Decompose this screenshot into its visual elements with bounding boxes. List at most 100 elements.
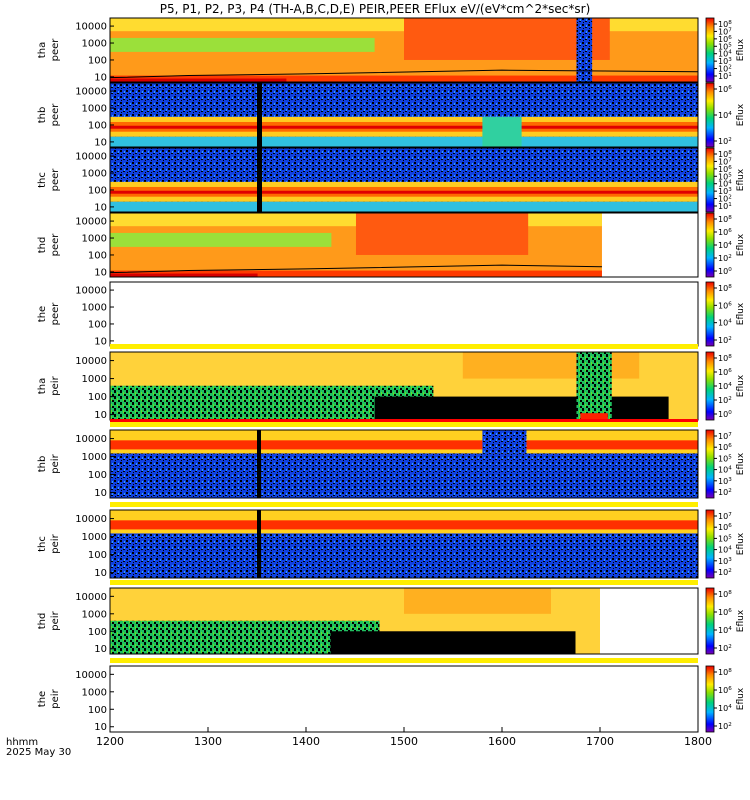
colorbar-thd-peir: 108 106 104 102 Eflux [705,587,746,655]
panel-thb-peer: 10000 1000 100 10 thb peer 106 104 102 Eflux [37,82,746,148]
panel-the-peer: 10000 1000 100 10 the peer 108 106 104 102 Eflux [37,281,746,347]
colorbar-tick-label: 107 [718,157,732,166]
colorbar-tick-label: 105 [718,454,732,463]
y-tick-label: 100 [88,392,107,403]
colorbar-gradient [705,281,715,347]
colorbar-tick-label: 104 [718,319,732,328]
y-axis-thb-peer: 10000 1000 100 10 [75,87,114,148]
probe-label: thd [37,613,48,630]
y-axis-the-peir: 10000 1000 100 10 [75,670,114,733]
colorbar-gradient [705,82,715,148]
instrument-label: peer [50,38,61,62]
probe-label: tha [37,42,48,58]
y-tick-label: 100 [88,470,107,481]
x-tick-label: 1200 [96,735,124,748]
spectrogram-thb-peer [110,83,698,147]
instrument-label: peer [50,168,61,192]
spectrogram-thb-peir [110,419,698,498]
instrument-label: peer [50,103,61,127]
y-tick-label: 1000 [82,234,107,245]
colorbar-tick-label: 102 [718,488,732,497]
colorbar-tick-label: 104 [718,626,732,635]
colorbar-tick-label: 108 [718,284,732,293]
colorbar-gradient [705,429,715,499]
frame-the-peer [109,281,699,347]
probe-label: the [37,691,48,707]
y-axis-thd-peer: 10000 1000 100 10 [75,217,114,278]
colorbar-tick-label: 104 [718,704,732,713]
band-thc-peir [110,502,698,507]
y-tick-label: 1000 [82,532,107,543]
y-tick-label: 10000 [75,592,107,603]
y-tick-label: 10000 [75,670,107,681]
colorbar-gradient [705,147,715,213]
colorbar-tick-label: 102 [718,195,732,204]
colorbar-tick-label: 106 [718,165,732,174]
instrument-label: peir [50,375,61,395]
band-the-peir [110,658,698,663]
y-tick-label: 100 [88,250,107,261]
x-tick-label: 1500 [390,735,418,748]
y-tick-label: 10 [94,137,107,148]
probe-label: thb [37,107,48,124]
colorbar-tick-label: 106 [718,523,732,532]
panel-thd-peir: 10000 1000 100 10 thd peir 108 106 104 102 Eflux [37,580,746,655]
y-tick-label: 10000 [75,356,107,367]
colorbar-tick-label: 103 [718,57,732,66]
colorbar-tick-label: 103 [718,187,732,196]
frame-thb-peir [109,429,699,499]
x-tick-label: 1800 [684,735,712,748]
colorbar-label: Eflux [736,233,746,256]
y-tick-label: 1000 [82,609,107,620]
panel-the-peir: 10000 1000 100 10 the peir 108 106 104 102 Eflux [37,658,746,733]
colorbar-tick-label: 106 [718,443,732,452]
colorbar-tick-label: 107 [718,512,732,521]
y-tick-label: 100 [88,627,107,638]
spectrogram-thd-peir [110,588,600,654]
y-tick-label: 10 [94,644,107,655]
colorbar-label: Eflux [736,609,746,632]
colorbar-tick-label: 106 [718,228,732,237]
colorbar-gradient [705,17,715,83]
spectrogram-thc-peir [110,510,698,578]
colorbar-label: Eflux [736,374,746,397]
y-axis-tha-peir: 10000 1000 100 10 [75,356,114,421]
y-tick-label: 10 [94,568,107,579]
colorbar-tick-label: 103 [718,477,732,486]
y-tick-label: 100 [88,550,107,561]
spectrogram-thc-peer [110,148,698,212]
y-tick-label: 1000 [82,169,107,180]
y-axis-the-peer: 10000 1000 100 10 [75,286,114,347]
probe-label: thc [37,172,48,188]
y-axis-thc-peer: 10000 1000 100 10 [75,152,114,213]
y-tick-label: 1000 [82,39,107,50]
probe-label: thd [37,237,48,254]
colorbar-tick-label: 107 [718,27,732,36]
y-axis-tha-peer: 10000 1000 100 10 [75,22,114,83]
y-tick-label: 10 [94,722,107,733]
colorbar-tick-label: 107 [718,432,732,441]
colorbar-tick-label: 102 [718,65,732,74]
colorbar-tick-label: 106 [718,686,732,695]
colorbar-gradient [705,212,715,278]
frame-thb-peer [109,82,699,148]
frame-thc-peir [109,509,699,579]
panel-thc-peir: 10000 1000 100 10 thc peir 107 106 105 104 103 102 E… [37,502,746,579]
colorbar-tick-label: 102 [718,254,732,263]
instrument-label: peir [50,453,61,473]
y-tick-label: 10000 [75,152,107,163]
y-tick-label: 10000 [75,514,107,525]
colorbar-tick-label: 102 [718,568,732,577]
colorbar-tick-label: 108 [718,590,732,599]
spectrogram-thd-peer [109,213,602,277]
frame-thc-peer [109,147,699,213]
colorbar-gradient [705,351,715,421]
x-tick-label: 1400 [292,735,320,748]
colorbar-tick-label: 106 [718,368,732,377]
colorbar-tick-label: 102 [718,644,732,653]
y-axis-thc-peir: 10000 1000 100 10 [75,514,114,579]
y-tick-label: 10 [94,410,107,421]
